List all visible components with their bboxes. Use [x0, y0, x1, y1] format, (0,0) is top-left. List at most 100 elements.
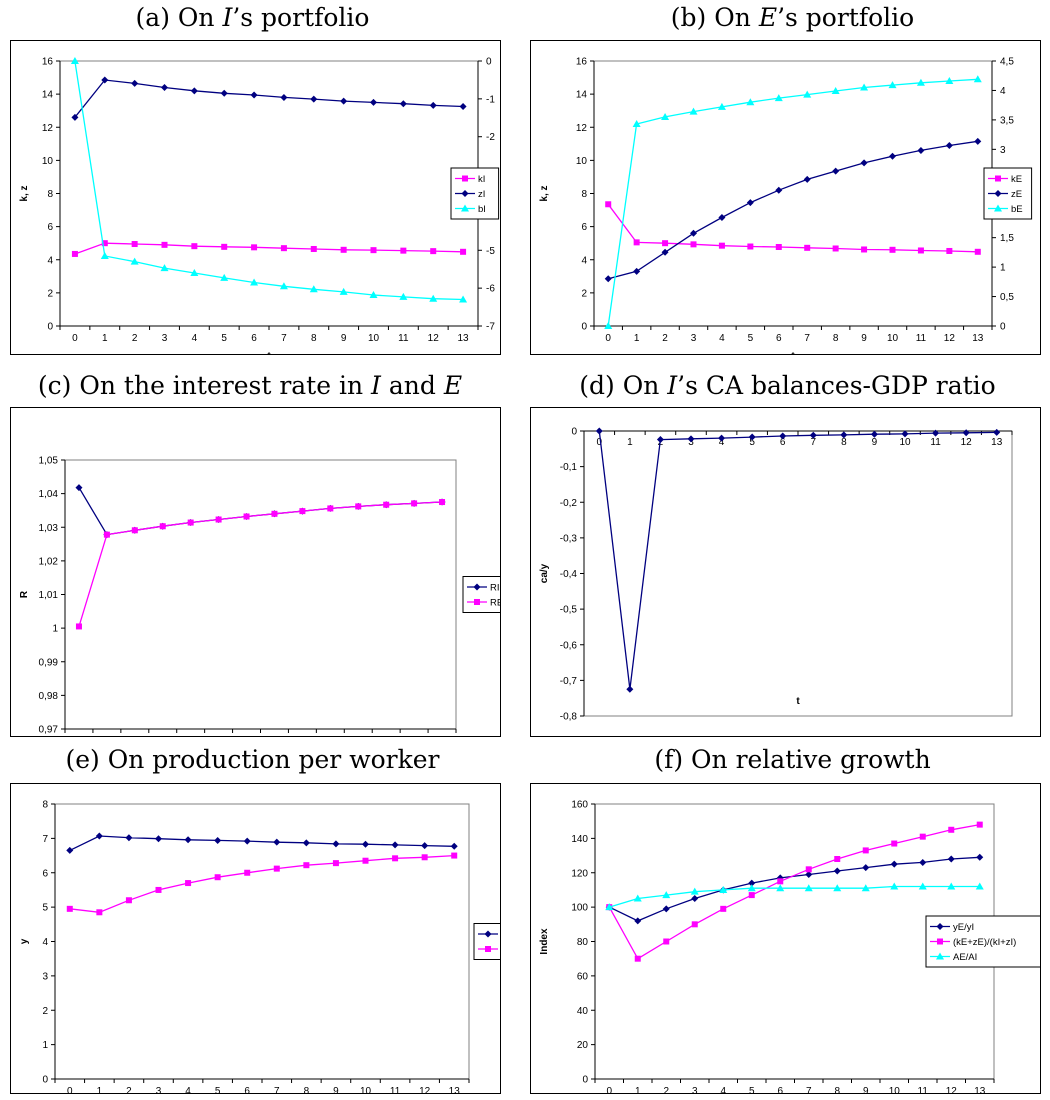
- y-tick-label: -0,5: [560, 605, 578, 616]
- data-point: [310, 245, 317, 252]
- x-tick-label: 11: [930, 437, 941, 448]
- x-tick-label: 0: [606, 1086, 612, 1093]
- y-tick-label: 16: [576, 57, 588, 68]
- legend-label: yE/yI: [953, 922, 974, 933]
- data-point: [125, 897, 132, 904]
- data-point: [191, 243, 198, 250]
- x-tick-label: 6: [244, 1086, 250, 1093]
- data-point: [690, 241, 697, 248]
- y-axis-label: k, z: [19, 185, 30, 201]
- data-point: [945, 77, 954, 85]
- data-point: [214, 874, 221, 881]
- x-axis-label: t: [267, 351, 271, 354]
- data-point: [309, 285, 318, 293]
- data-point: [916, 78, 925, 86]
- legend-marker: [462, 175, 468, 182]
- chart-f: 020406080100120140160012345678910111213t…: [539, 800, 1050, 1097]
- legend-marker: [936, 923, 944, 930]
- data-point: [805, 866, 812, 873]
- data-point: [918, 882, 927, 890]
- x-tick-label: 2: [126, 1086, 132, 1093]
- data-point: [803, 90, 812, 98]
- x-tick-label: 3: [162, 333, 168, 344]
- data-point: [889, 152, 896, 160]
- data-point: [391, 841, 399, 849]
- data-point: [860, 159, 868, 167]
- panel-title-e: (e) On production per worker: [65, 745, 440, 774]
- x-tick-label: 13: [974, 1086, 986, 1093]
- legend-marker: [461, 204, 469, 212]
- x-tick-label: 1: [102, 333, 108, 344]
- data-point: [429, 101, 437, 109]
- data-point: [691, 921, 698, 928]
- x-tick-label: 5: [748, 333, 754, 344]
- x-tick-label: 10: [889, 1086, 901, 1093]
- data-point: [439, 499, 446, 506]
- data-point: [279, 282, 288, 290]
- legend-label: zI: [478, 189, 485, 200]
- x-tick-label: 9: [872, 437, 878, 448]
- data-point: [185, 880, 192, 887]
- plot-area: [583, 430, 1013, 717]
- data-point: [66, 846, 74, 854]
- data-point: [362, 840, 369, 848]
- data-point: [450, 842, 458, 850]
- data-point: [976, 853, 984, 861]
- y-tick-label: 1: [42, 1040, 48, 1051]
- data-point: [184, 836, 192, 844]
- data-point: [460, 248, 467, 255]
- data-point: [917, 146, 925, 154]
- data-point: [273, 865, 280, 872]
- y-tick-label: 0,98: [39, 691, 59, 702]
- data-point: [459, 295, 468, 303]
- y-tick-label: 0: [582, 1075, 588, 1086]
- data-point: [719, 885, 728, 893]
- x-tick-label: 9: [341, 333, 347, 344]
- data-point: [890, 882, 899, 890]
- data-point: [221, 243, 228, 250]
- y-tick-label: 14: [42, 90, 54, 101]
- series-line-AE/AI: [609, 885, 980, 908]
- chart-a: 0246810121416012345678910111213-7-6-5-4-…: [19, 57, 514, 363]
- y-tick-label: 12: [42, 123, 54, 134]
- chart-frame-e: 012345678012345678910111213tyyIyE: [10, 783, 523, 1097]
- data-point: [355, 503, 362, 510]
- y-axis-label: ca/y: [539, 563, 550, 583]
- legend-marker: [994, 204, 1002, 212]
- chart-d: -0,8 -0,7 -0,6 -0,5 -0,4 -0,3 -0,2 -0,1 0 0 12 3 4 5 6…: [539, 427, 1013, 723]
- data-point: [776, 884, 785, 892]
- data-point: [303, 862, 310, 869]
- x-tick-label: 4: [720, 1086, 726, 1093]
- x-tick-label: 9: [333, 1086, 339, 1093]
- data-point: [220, 89, 228, 97]
- data-point: [70, 57, 79, 64]
- y-tick-label: 40: [577, 1006, 589, 1017]
- data-point: [66, 905, 73, 912]
- data-point: [662, 891, 671, 899]
- x-tick-label: 7: [811, 437, 817, 448]
- x-tick-label: 11: [916, 333, 927, 344]
- data-point: [302, 839, 310, 847]
- data-point: [421, 854, 428, 861]
- data-point: [634, 955, 641, 962]
- x-tick-label: 5: [215, 1086, 221, 1093]
- data-point: [775, 186, 783, 194]
- y-tick-label: 1,03: [39, 523, 59, 534]
- series-line-bI: [74, 60, 464, 301]
- data-point: [101, 76, 109, 84]
- x-tick-label: 1: [97, 1086, 103, 1093]
- data-point: [632, 120, 641, 128]
- panel-title-d: (d) On I’s CA balances-GDP ratio: [579, 371, 996, 400]
- y-tick-label: 1,04: [39, 489, 59, 500]
- x-tick-label: 10: [899, 437, 911, 448]
- y-right-tick-label: -7: [486, 322, 495, 333]
- y-right-tick-label: -2: [486, 132, 495, 143]
- y-tick-label: -0,2: [560, 498, 578, 509]
- series-line-ca-y: [598, 430, 997, 690]
- y-right-tick-label: 0,5: [1000, 292, 1014, 303]
- data-point: [215, 516, 222, 523]
- x-tick-label: 2: [663, 1086, 669, 1093]
- y-tick-label: -0,8: [560, 712, 578, 723]
- data-point: [832, 167, 840, 175]
- data-point: [250, 278, 259, 286]
